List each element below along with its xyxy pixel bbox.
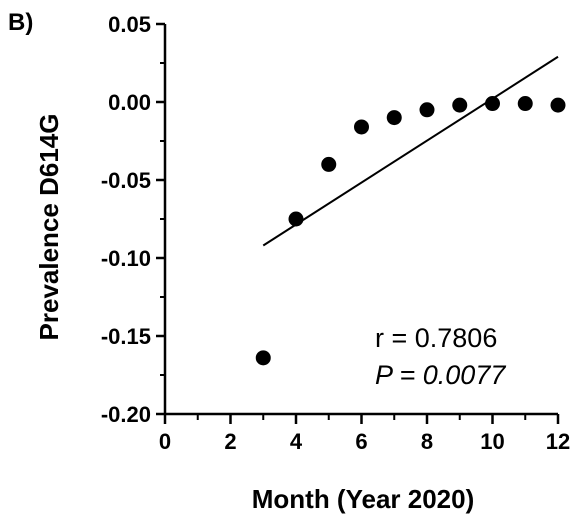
regression-layer (262, 55, 559, 247)
data-point (452, 97, 468, 113)
x-tick-label: 10 (480, 429, 504, 454)
data-point (255, 350, 271, 366)
regression-line (262, 55, 559, 247)
y-axis-title: Prevalence D614G (34, 114, 64, 341)
x-tick-label: 8 (421, 429, 433, 454)
x-tick-label: 12 (546, 429, 570, 454)
y-tick-label: -0.05 (101, 168, 151, 193)
data-points (255, 96, 566, 366)
y-tick-label: -0.15 (101, 324, 151, 349)
x-axis-title: Month (Year 2020) (252, 484, 475, 514)
x-tick-label: 6 (355, 429, 367, 454)
y-tick-label: 0.05 (108, 12, 151, 37)
data-point (550, 97, 566, 113)
data-point (517, 96, 533, 112)
p-value-annotation: P = 0.0077 (375, 360, 506, 390)
data-point (288, 211, 304, 227)
data-point (419, 102, 435, 118)
panel-label: B) (8, 9, 33, 36)
y-tick-label: -0.10 (101, 246, 151, 271)
x-tick-label: 0 (159, 429, 171, 454)
y-tick-label: -0.20 (101, 402, 151, 427)
x-tick-label: 4 (290, 429, 303, 454)
x-axis: 0 2 4 6 8 10 12 (159, 412, 570, 454)
y-axis: 0.05 0.00 -0.05 -0.10 -0.15 -0.20 (101, 12, 167, 427)
x-tick-label: 2 (224, 429, 236, 454)
data-point (354, 119, 369, 135)
correlation-annotation: r = 0.7806 (375, 323, 497, 353)
data-point (485, 96, 500, 112)
data-point (386, 110, 402, 126)
y-tick-label: 0.00 (108, 90, 151, 115)
data-point (321, 156, 337, 172)
